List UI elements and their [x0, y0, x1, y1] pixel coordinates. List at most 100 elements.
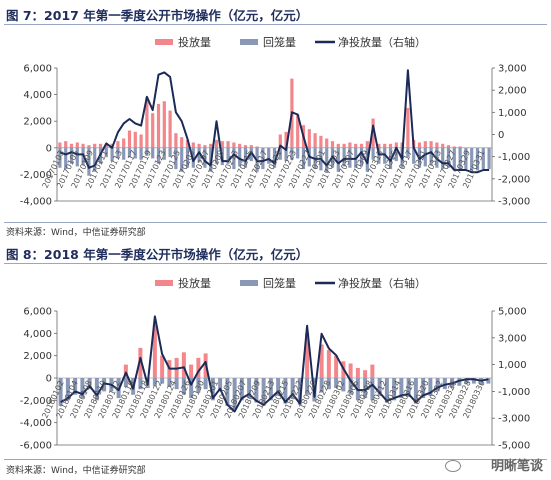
- y2-tick-label-5: -3,000: [498, 414, 530, 425]
- legend-swatch-1: [155, 280, 173, 286]
- injection-bar-70: [458, 146, 462, 148]
- withdrawal-bar-3: [69, 147, 74, 164]
- withdrawal-bar-71: [464, 147, 468, 170]
- injection-bar-13: [127, 130, 132, 148]
- withdrawal-bar-16: [145, 147, 149, 156]
- legend-label-3: 净投放量（右轴）: [338, 276, 426, 290]
- withdrawal-bar-42: [296, 147, 300, 159]
- withdrawal-bar-23: [185, 147, 190, 168]
- y2-tick-label-1: 5,000: [498, 307, 527, 318]
- withdrawal-bar-43: [363, 378, 368, 399]
- withdrawal-bar-37: [267, 147, 271, 164]
- legend-label-3: 净投放量（右轴）: [338, 35, 426, 49]
- injection-bar-15: [139, 134, 143, 148]
- withdrawal-bar-61: [406, 147, 410, 158]
- legend-label-2: 回笼量: [263, 35, 296, 49]
- withdrawal-bar-13: [127, 147, 132, 158]
- withdrawal-bar-12: [138, 378, 143, 390]
- withdrawal-bar-2: [65, 378, 70, 401]
- withdrawal-bar-53: [435, 378, 440, 392]
- withdrawal-bar-44: [370, 378, 375, 401]
- withdrawal-bar-60: [486, 378, 491, 384]
- injection-bar-19: [162, 101, 166, 148]
- injection-bar-38: [326, 350, 331, 378]
- withdrawal-bar-34: [249, 147, 253, 162]
- injection-bar-61: [406, 107, 410, 148]
- withdrawal-bar-4: [80, 378, 85, 399]
- watermark: 明晰笔谈: [490, 459, 543, 474]
- y-tick-label-2: 4,000: [23, 90, 52, 101]
- injection-bar-42: [355, 367, 360, 378]
- net-injection-line: [59, 69, 490, 174]
- withdrawal-bar-39: [278, 147, 282, 160]
- injection-bar-49: [336, 143, 340, 148]
- legend-label-1: 投放量: [178, 35, 211, 49]
- withdrawal-bar-4: [75, 147, 79, 167]
- withdrawal-bar-16: [167, 378, 172, 387]
- injection-bar-43: [363, 370, 368, 378]
- injection-bar-18: [156, 103, 161, 148]
- figure1-source: 资料来源：Wind，中信证券研究部: [6, 228, 146, 238]
- y-tick-label-3: 2,000: [23, 351, 52, 362]
- injection-bar-53: [359, 143, 364, 148]
- y2-tick-label-6: -5,000: [498, 441, 530, 452]
- withdrawal-bar-30: [268, 378, 273, 401]
- withdrawal-bar-53: [359, 147, 364, 167]
- injection-bar-24: [191, 142, 195, 148]
- withdrawal-bar-57: [464, 378, 469, 384]
- withdrawal-bar-1: [58, 147, 62, 168]
- injection-bar-4: [75, 142, 79, 148]
- injection-bar-2: [64, 141, 68, 148]
- y-tick-label-1: 6,000: [23, 307, 52, 318]
- y-tick-label-4: 0: [46, 374, 52, 385]
- withdrawal-bar-29: [261, 378, 266, 406]
- injection-bar-11: [116, 141, 120, 148]
- withdrawal-bar-30: [226, 147, 230, 164]
- withdrawal-bar-36: [261, 147, 265, 170]
- withdrawal-bar-40: [284, 147, 288, 162]
- chart1: 投放量 回笼量 净投放量（右轴） 6,000 4,000 2,000 0 -2,000 -4,0…: [20, 35, 531, 208]
- withdrawal-bar-17: [151, 147, 155, 159]
- injection-bar-45: [313, 133, 317, 148]
- withdrawal-bar-19: [189, 378, 194, 399]
- injection-bar-63: [417, 142, 422, 148]
- figure2-bottom-divider: [4, 459, 547, 460]
- y2-tick-label-4: -1,000: [498, 387, 530, 398]
- legend-label-2: 回笼量: [263, 276, 296, 290]
- withdrawal-bar-21: [174, 147, 178, 170]
- withdrawal-bar-10: [110, 147, 114, 162]
- withdrawal-bar-31: [232, 147, 236, 170]
- y-tick-label-7: -6,000: [20, 441, 52, 452]
- withdrawal-bar-55: [371, 147, 375, 160]
- withdrawal-bar-50: [342, 147, 346, 167]
- y2-tick-label-2: 3,000: [498, 333, 527, 344]
- y2-tick-label-5: -1,000: [498, 152, 530, 163]
- injection-bar-12: [122, 138, 126, 148]
- injection-bar-33: [243, 145, 248, 148]
- injection-bar-46: [319, 135, 323, 148]
- injection-bar-7: [93, 143, 97, 148]
- withdrawal-bar-24: [225, 378, 230, 406]
- injection-bar-44: [370, 364, 375, 378]
- y2-tick-label-6: -2,000: [498, 174, 530, 185]
- withdrawal-bar-75: [487, 147, 491, 170]
- figure1-title: 图 7：2017 年第一季度公开市场操作（亿元，亿元）: [6, 8, 309, 23]
- injection-bar-51: [348, 142, 352, 148]
- injection-bar-35: [255, 146, 259, 148]
- injection-bar-58: [388, 143, 393, 148]
- withdrawal-bar-6: [94, 378, 99, 401]
- withdrawal-bar-33: [290, 378, 295, 399]
- y2-tick-label-3: 1,000: [498, 108, 527, 119]
- withdrawal-bar-35: [305, 378, 310, 395]
- withdrawal-bar-26: [203, 147, 207, 168]
- withdrawal-bar-65: [429, 147, 433, 166]
- withdrawal-bar-32: [238, 147, 242, 167]
- withdrawal-bar-31: [276, 378, 281, 395]
- withdrawal-bar-14: [152, 378, 157, 386]
- injection-bar-3: [69, 143, 74, 148]
- withdrawal-bar-38: [326, 378, 331, 390]
- injection-bar-32: [238, 143, 242, 148]
- withdrawal-bar-21: [203, 378, 208, 390]
- withdrawal-bar-7: [93, 147, 97, 172]
- y-tick-label-3: 2,000: [23, 117, 52, 128]
